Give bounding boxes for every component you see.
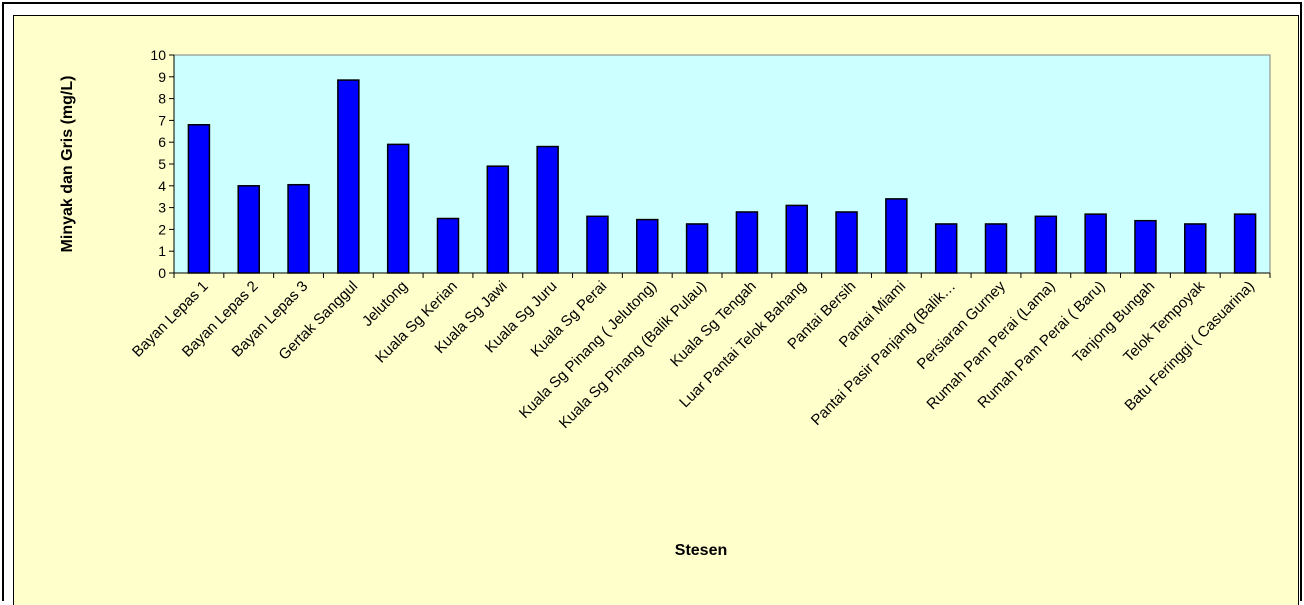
bar [835,211,858,274]
bar [1084,213,1107,274]
y-tick-label: 2 [158,221,166,237]
bar [1134,219,1157,274]
y-tick-label: 4 [158,178,166,194]
y-axis: 0 1 2 3 4 5 6 7 8 9 10 [150,47,175,281]
y-tick-label: 6 [158,134,166,150]
bar [636,218,659,274]
y-tick-label: 3 [158,200,166,216]
bar [586,215,609,274]
bars [187,79,1257,274]
x-tick-label: Persiaran Gurney [914,277,1009,372]
bar [885,198,908,274]
bar [187,124,211,274]
y-tick-label: 0 [158,265,166,281]
bar [436,217,460,274]
x-axis-label: Stesen [675,542,727,559]
bar [785,204,808,274]
y-tick-label: 1 [158,243,166,259]
y-tick-label: 9 [158,69,166,85]
y-axis-label: Minyak dan Gris (mg/L) [59,76,76,253]
bar [934,223,958,274]
x-tick-label: Kuala Sg Tengah [667,278,760,371]
y-tick-label: 7 [158,112,166,128]
bar [685,223,709,274]
bar [735,211,759,274]
bar [486,165,510,274]
bar [386,143,410,274]
bar [1034,215,1058,274]
bar [337,79,360,274]
bar [237,185,260,274]
bar [287,183,310,274]
bar [1184,223,1207,274]
bar [536,145,559,274]
y-tick-label: 8 [158,91,166,107]
bar [984,223,1008,274]
y-tick-label: 5 [158,156,166,172]
y-tick-label: 10 [150,47,166,63]
bar [1233,213,1257,274]
